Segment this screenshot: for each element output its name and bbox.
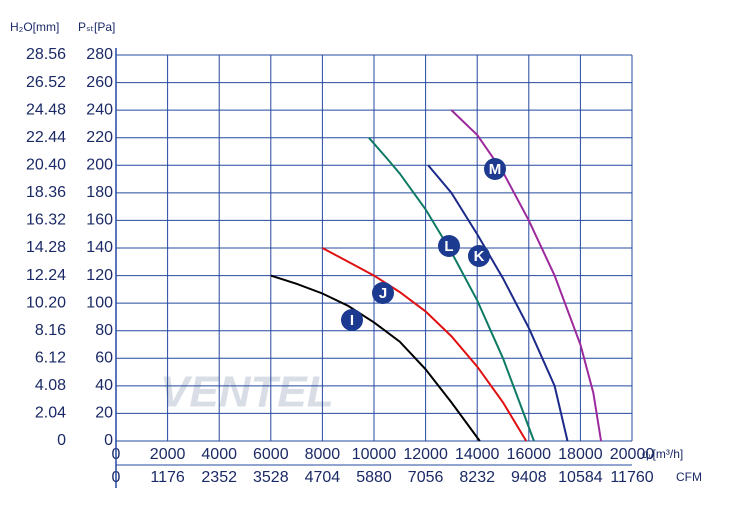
y2-tick-label: 6.12 xyxy=(35,350,66,367)
y2-tick-label: 16.32 xyxy=(26,212,66,229)
x-tick-label: 14000 xyxy=(455,446,500,463)
y-tick-label: 120 xyxy=(86,267,113,284)
y-tick-label: 140 xyxy=(86,239,113,256)
y2-tick-label: 8.16 xyxy=(35,322,66,339)
y-tick-label: 200 xyxy=(86,157,113,174)
x2-tick-label: 11760 xyxy=(610,469,653,486)
y2-tick-label: 26.52 xyxy=(26,74,66,91)
y2-tick-label: 0 xyxy=(57,432,66,449)
curve-label-badge xyxy=(341,309,363,331)
y-tick-label: 60 xyxy=(95,350,113,367)
curve-label-badge xyxy=(438,235,460,257)
y-tick-label: 240 xyxy=(86,101,113,118)
legend-label: J xyxy=(379,285,387,302)
x2-tick-label: 5880 xyxy=(356,469,392,486)
legend-label: M xyxy=(489,161,502,178)
legend-label: K xyxy=(474,248,485,265)
curve xyxy=(427,164,569,442)
y-tick-label: 0 xyxy=(104,432,113,449)
x2-tick-label: 8232 xyxy=(459,469,495,486)
y2-tick-label: 4.08 xyxy=(35,377,66,394)
x2-tick-label: 7056 xyxy=(408,469,444,486)
y2-tick-label: 14.28 xyxy=(26,239,66,256)
y2-tick-label: 12.24 xyxy=(26,267,66,284)
x-tick-label: 4000 xyxy=(201,446,237,463)
y2-tick-label: 20.40 xyxy=(26,157,66,174)
x2-tick-label: 10584 xyxy=(558,469,603,486)
curve xyxy=(450,109,603,442)
curve xyxy=(321,247,528,442)
x-tick-label: 8000 xyxy=(305,446,341,463)
x-tick-label: 2000 xyxy=(150,446,186,463)
y2-tick-label: 2.04 xyxy=(35,405,66,422)
y-tick-label: 280 xyxy=(86,46,113,63)
x-tick-label: 6000 xyxy=(253,446,289,463)
y-tick-label: 160 xyxy=(86,212,113,229)
y-tick-label: 260 xyxy=(86,74,113,91)
y-tick-label: 40 xyxy=(95,377,113,394)
curve-label-badge xyxy=(468,245,490,267)
y-axis-label: Pₛₜ[Pa] xyxy=(78,20,115,34)
curve-label-badge xyxy=(484,158,506,180)
x2-tick-label: 4704 xyxy=(305,469,341,486)
x-tick-label: 10000 xyxy=(352,446,397,463)
curve xyxy=(270,274,481,442)
y-tick-label: 100 xyxy=(86,294,113,311)
x-tick-label: 20000 xyxy=(610,446,655,463)
watermark: VENTEL xyxy=(160,368,334,417)
legend-label: I xyxy=(350,312,354,329)
y-tick-label: 80 xyxy=(95,322,113,339)
curve-label-badge xyxy=(372,282,394,304)
y2-axis-label: H₂O[mm] xyxy=(10,20,59,34)
x-tick-label: 18000 xyxy=(558,446,603,463)
x2-tick-label: 3528 xyxy=(253,469,289,486)
x2-tick-label: 1176 xyxy=(150,469,185,486)
y2-tick-label: 22.44 xyxy=(26,129,66,146)
y-tick-label: 220 xyxy=(86,129,113,146)
y2-tick-label: 10.20 xyxy=(26,294,66,311)
legend-label: L xyxy=(444,238,453,255)
x-tick-label: 16000 xyxy=(507,446,552,463)
y2-tick-label: 24.48 xyxy=(26,101,66,118)
x2-tick-label: 2352 xyxy=(201,469,237,486)
y2-tick-label: 28.56 xyxy=(26,46,66,63)
y-tick-label: 20 xyxy=(95,405,113,422)
y-tick-label: 180 xyxy=(86,184,113,201)
x2-tick-label: 9408 xyxy=(511,469,547,486)
x-tick-label: 12000 xyxy=(403,446,448,463)
x-axis-label: qᵥ[m³/h] xyxy=(642,447,683,461)
x2-axis-label: CFM xyxy=(676,470,702,484)
y2-tick-label: 18.36 xyxy=(26,184,66,201)
